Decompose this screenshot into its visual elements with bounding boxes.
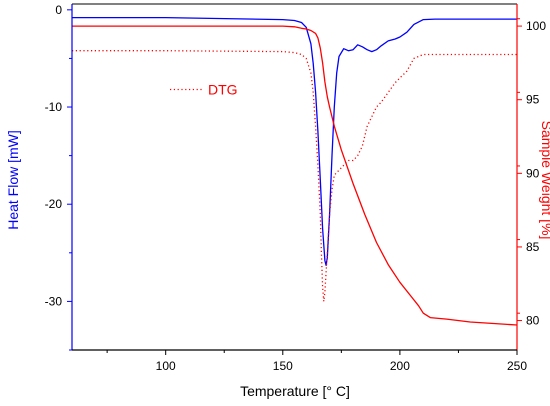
right-axis-tick-label: 80 (526, 314, 540, 328)
left-axis-tick-label: -10 (45, 100, 63, 114)
right-axis: 80 85 90 95 100 (516, 4, 546, 350)
bottom-axis: 100 150 200 250 (72, 349, 527, 373)
x-axis-title: Temperature [° C] (240, 383, 350, 399)
dtg-series-line (72, 50, 517, 303)
right-axis-tick-label: 100 (526, 19, 546, 33)
heat-flow-series-line (72, 16, 517, 267)
x-axis-tick-label: 100 (156, 359, 176, 373)
right-axis-tick-label: 95 (526, 93, 540, 107)
right-axis-tick-label: 90 (526, 166, 540, 180)
y-axis-right-title: Sample Weight [%] (539, 121, 550, 240)
y-axis-left-title: Heat Flow [mW] (5, 130, 21, 230)
left-axis-tick-label: -30 (45, 294, 63, 308)
left-axis-tick-label: -20 (45, 197, 63, 211)
left-axis: 0 -10 -20 -30 (45, 3, 73, 351)
annotation-layer: DTG (170, 82, 238, 98)
x-axis-tick-label: 150 (273, 359, 293, 373)
x-axis-tick-label: 200 (390, 359, 410, 373)
right-axis-tick-label: 85 (526, 240, 540, 254)
left-axis-tick-label: 0 (55, 3, 62, 17)
sample-weight-series-line (72, 25, 518, 326)
dtg-annotation-label: DTG (208, 82, 238, 98)
x-axis-tick-label: 250 (507, 359, 527, 373)
series-layer (72, 16, 518, 326)
